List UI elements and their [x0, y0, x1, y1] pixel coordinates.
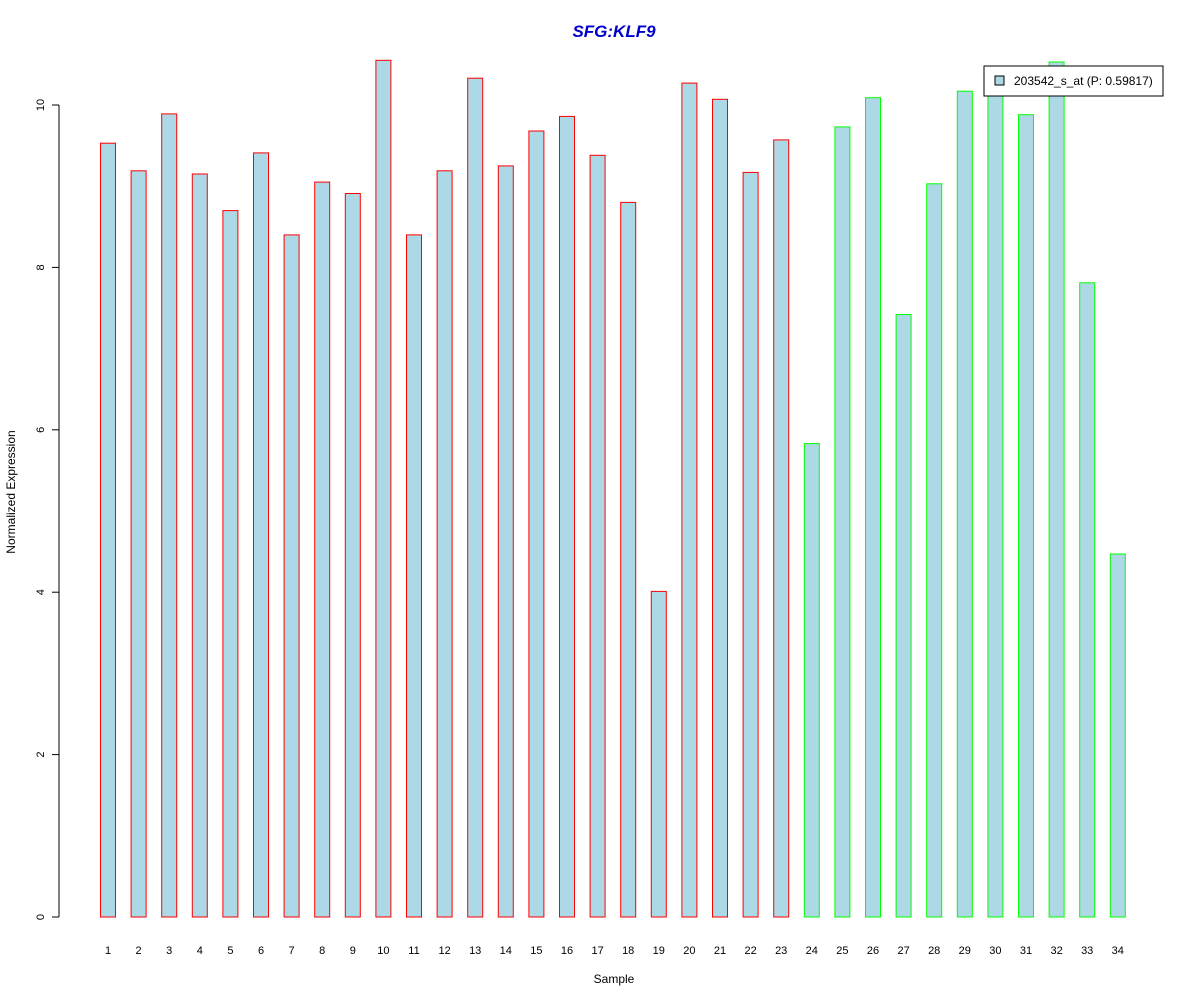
x-tick-label: 33: [1081, 945, 1093, 957]
x-tick-label: 16: [561, 945, 573, 957]
bar: [528, 130, 545, 918]
bar: [100, 142, 116, 918]
bar: [1018, 114, 1034, 918]
bar: [987, 92, 1004, 918]
y-tick-label: 8: [35, 264, 47, 270]
x-tick-label: 17: [591, 945, 603, 957]
y-axis-label: Normalized Expression: [4, 430, 18, 553]
bar: [773, 139, 790, 918]
x-tick-label: 20: [683, 945, 695, 957]
x-tick-label: 4: [197, 945, 203, 957]
bar: [253, 152, 269, 918]
bar: [620, 201, 637, 918]
x-tick-label: 31: [1020, 945, 1032, 957]
chart-title: SFG:KLF9: [572, 22, 656, 41]
bar: [497, 165, 514, 918]
x-tick-label: 8: [319, 945, 325, 957]
x-tick-label: 30: [989, 945, 1001, 957]
x-tick-labels: 1 2 3 4 5 6 7 8 9 10 11 12 13 14 15 16 17 18 19 20 21 22 23 24 2…: [105, 945, 1124, 957]
y-tick-label: 6: [35, 427, 47, 433]
bar: [650, 590, 667, 918]
x-axis-label: Sample: [594, 972, 635, 986]
bar: [681, 82, 698, 918]
x-tick-label: 29: [959, 945, 971, 957]
bar: [130, 170, 147, 918]
y-tick-label: 2: [35, 752, 47, 758]
x-tick-label: 28: [928, 945, 940, 957]
x-tick-label: 9: [350, 945, 356, 957]
x-tick-label: 15: [530, 945, 542, 957]
x-tick-label: 3: [166, 945, 172, 957]
x-tick-label: 1: [105, 945, 111, 957]
bar: [712, 98, 728, 918]
x-tick-label: 14: [500, 945, 512, 957]
x-tick-label: 11: [408, 945, 419, 957]
x-tick-label: 23: [775, 945, 787, 957]
bar: [1109, 553, 1126, 918]
x-tick-label: 27: [897, 945, 909, 957]
bar: [1048, 61, 1065, 918]
x-tick-label: 22: [744, 945, 756, 957]
x-tick-label: 24: [806, 945, 818, 957]
y-tick-label: 10: [35, 99, 47, 111]
bar: [161, 113, 178, 918]
bar: [222, 210, 239, 918]
bar: [926, 183, 943, 918]
legend: 203542_s_at (P: 0.59817): [983, 65, 1164, 97]
bar: [467, 77, 484, 918]
bar: [314, 181, 331, 918]
bar: [559, 115, 575, 918]
x-tick-label: 32: [1050, 945, 1062, 957]
bar: [283, 234, 300, 918]
bar: [742, 171, 759, 918]
x-tick-label: 5: [227, 945, 233, 957]
y-tick-label: 4: [35, 589, 47, 595]
x-tick-label: 2: [136, 945, 142, 957]
bar: [803, 443, 820, 918]
bar: [436, 170, 453, 918]
x-tick-label: 26: [867, 945, 879, 957]
x-tick-label: 19: [653, 945, 665, 957]
x-tick-label: 34: [1112, 945, 1124, 957]
bar: [375, 59, 392, 918]
bar: [344, 193, 361, 918]
bar: [956, 90, 973, 918]
bar: [589, 154, 606, 918]
bar: [834, 126, 851, 918]
legend-label: 203542_s_at (P: 0.59817): [1014, 74, 1153, 88]
x-tick-label: 6: [258, 945, 264, 957]
x-tick-label: 10: [377, 945, 389, 957]
x-tick-label: 12: [438, 945, 450, 957]
bar: [406, 234, 422, 918]
x-tick-label: 18: [622, 945, 634, 957]
bar: [865, 97, 881, 918]
legend-box: [983, 65, 1164, 97]
bar: [1079, 282, 1096, 918]
x-tick-label: 7: [289, 945, 295, 957]
legend-swatch: [994, 75, 1005, 86]
y-tick-label: 0: [35, 914, 47, 920]
bars-group: [100, 59, 1126, 918]
x-tick-label: 21: [714, 945, 726, 957]
x-tick-label: 13: [469, 945, 481, 957]
y-axis: 0 2 4 6 8 10: [35, 99, 60, 920]
x-tick-label: 25: [836, 945, 848, 957]
bar: [895, 314, 912, 918]
bar: [191, 173, 208, 918]
